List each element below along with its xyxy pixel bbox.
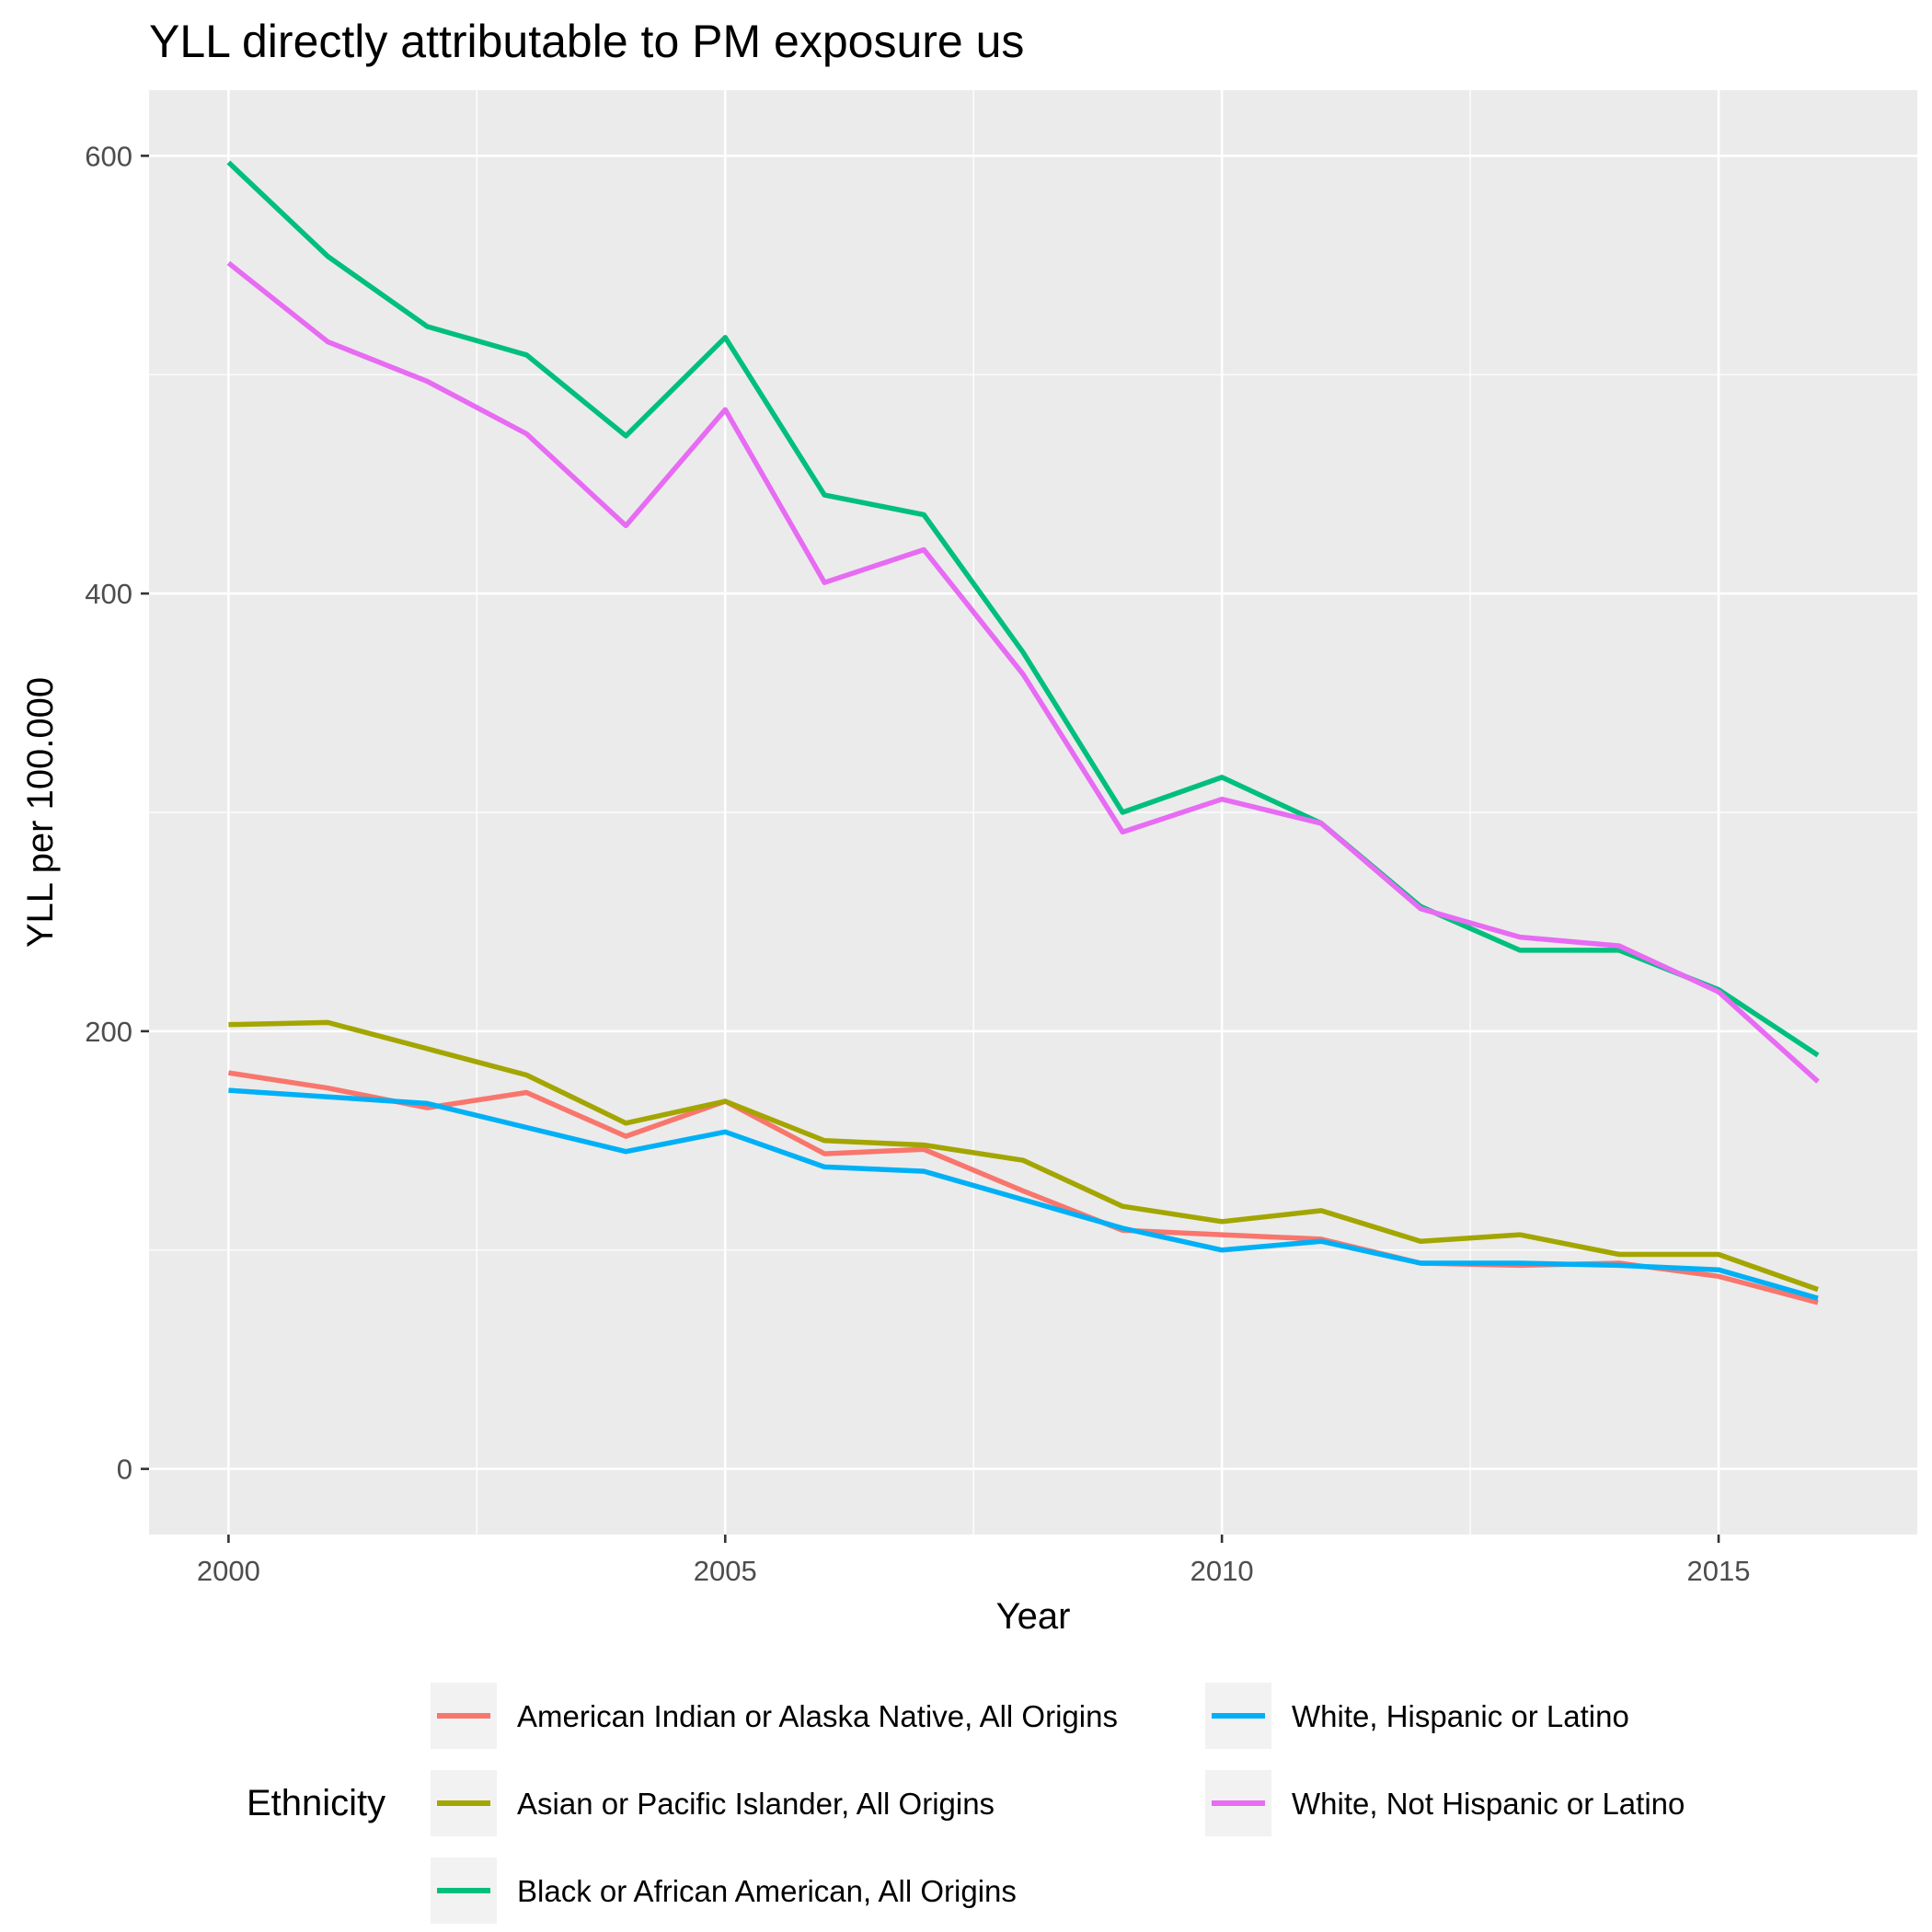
legend-label: White, Hispanic or Latino [1292, 1699, 1629, 1733]
x-tick-label: 2005 [694, 1555, 757, 1587]
y-tick-label: 0 [117, 1454, 132, 1486]
y-axis-title: YLL per 100.000 [20, 677, 61, 948]
series-line [228, 1019, 1819, 1293]
chart-title: YLL directly attributable to PM exposure… [149, 16, 1024, 67]
legend: American Indian or Alaska Native, All Or… [431, 1683, 1685, 1924]
legend-label: Black or African American, All Origins [517, 1874, 1017, 1908]
y-axis: 0 200 400 600 [85, 140, 149, 1486]
series-line [226, 160, 1820, 1058]
grid-major [149, 90, 1917, 1535]
x-axis: 2000 2005 2010 2015 [197, 1535, 1751, 1587]
legend-item: Asian or Pacific Islander, All Origins [431, 1770, 995, 1836]
legend-item: White, Not Hispanic or Latino [1205, 1770, 1685, 1836]
legend-label: White, Not Hispanic or Latino [1292, 1787, 1685, 1821]
series-layer [226, 160, 1820, 1305]
y-tick-label: 600 [85, 140, 132, 172]
legend-item: White, Hispanic or Latino [1205, 1683, 1629, 1749]
legend-title: Ethnicity [247, 1783, 385, 1823]
x-tick-label: 2000 [197, 1555, 260, 1587]
series-line [226, 260, 1820, 1084]
y-tick-label: 400 [85, 578, 132, 610]
y-tick-label: 200 [85, 1016, 132, 1048]
legend-item: American Indian or Alaska Native, All Or… [431, 1683, 1118, 1749]
grid-minor [149, 90, 1917, 1535]
legend-item: Black or African American, All Origins [431, 1857, 1017, 1924]
series-line [228, 1087, 1819, 1301]
x-tick-label: 2015 [1687, 1555, 1751, 1587]
x-tick-label: 2010 [1190, 1555, 1254, 1587]
legend-label: Asian or Pacific Islander, All Origins [517, 1787, 995, 1821]
x-axis-title: Year [996, 1596, 1071, 1637]
legend-label: American Indian or Alaska Native, All Or… [517, 1699, 1118, 1733]
